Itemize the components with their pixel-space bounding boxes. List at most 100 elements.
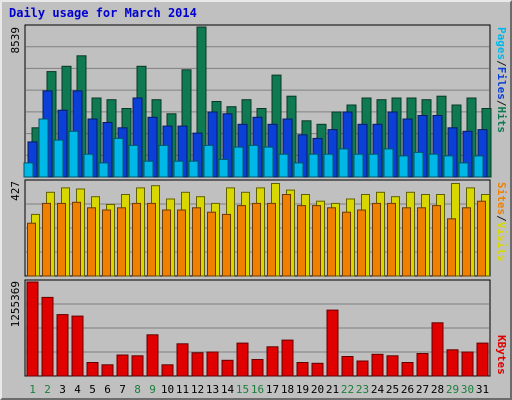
bar-kbytes-day-27 (416, 353, 429, 377)
x-tick-label-day-21: 21 (326, 383, 339, 396)
bar-kbytes-day-17 (266, 346, 279, 377)
bar-kbytes-day-2 (41, 296, 54, 377)
legend-part-0: KBytes (495, 335, 508, 375)
x-tick-label-day-15: 15 (236, 383, 249, 396)
bar-kbytes-day-6 (101, 364, 114, 377)
bar-sites-day-4 (72, 201, 81, 277)
x-tick-label-day-19: 19 (296, 383, 309, 396)
bar-pages-day-6 (98, 162, 109, 178)
bar-sites-day-8 (132, 202, 141, 277)
bar-pages-day-21 (323, 153, 334, 178)
bar-kbytes-day-24 (371, 353, 384, 377)
bar-kbytes-day-21 (326, 309, 339, 377)
x-tick-label-day-10: 10 (161, 383, 174, 396)
x-tick-label-day-30: 30 (461, 383, 474, 396)
bar-sites-day-29 (447, 218, 456, 277)
bar-kbytes-day-18 (281, 339, 294, 377)
bar-kbytes-day-13 (206, 351, 219, 377)
x-tick-label-day-8: 8 (134, 383, 141, 396)
bar-sites-day-22 (342, 211, 351, 277)
bar-sites-day-11 (177, 209, 186, 277)
bar-kbytes-day-28 (431, 322, 444, 377)
bar-sites-day-12 (192, 207, 201, 277)
bar-pages-day-4 (68, 130, 79, 178)
legend-part-1: / (495, 60, 508, 67)
bar-pages-day-16 (248, 144, 259, 178)
bar-sites-day-21 (327, 207, 336, 277)
legend-part-2: Visits (495, 222, 508, 262)
bar-pages-day-15 (233, 146, 244, 178)
visits-ymax-label: 427 (9, 181, 22, 201)
x-tick-label-day-9: 9 (149, 383, 156, 396)
bar-pages-day-7 (113, 137, 124, 178)
bar-kbytes-day-29 (446, 349, 459, 377)
bar-sites-day-3 (57, 202, 66, 277)
kbytes-ymax-label: 1255369 (9, 281, 22, 327)
bar-pages-day-20 (308, 153, 319, 178)
bar-sites-day-9 (147, 202, 156, 277)
bar-sites-day-30 (462, 207, 471, 277)
bar-pages-day-30 (458, 162, 469, 178)
bar-kbytes-day-23 (356, 360, 369, 377)
x-tick-label-day-20: 20 (311, 383, 324, 396)
bar-kbytes-day-31 (476, 342, 489, 377)
legend-part-1: / (495, 215, 508, 222)
bar-sites-day-15 (237, 205, 246, 277)
bar-pages-day-24 (368, 153, 379, 178)
x-tick-label-day-12: 12 (191, 383, 204, 396)
bar-pages-day-26 (398, 155, 409, 178)
x-tick-label-day-16: 16 (251, 383, 264, 396)
x-tick-label-day-28: 28 (431, 383, 444, 396)
x-tick-label-day-25: 25 (386, 383, 399, 396)
bar-sites-day-31 (477, 200, 486, 277)
bar-kbytes-day-20 (311, 362, 324, 377)
x-tick-label-day-7: 7 (119, 383, 126, 396)
bar-pages-day-5 (83, 153, 94, 178)
chart-title: Daily usage for March 2014 (9, 6, 197, 20)
legend-part-0: Pages (495, 27, 508, 60)
x-tick-label-day-5: 5 (89, 383, 96, 396)
bar-kbytes-day-8 (131, 355, 144, 377)
bar-pages-day-14 (218, 158, 229, 178)
bar-sites-day-18 (282, 194, 291, 277)
bar-pages-day-12 (188, 160, 199, 178)
bar-pages-day-18 (278, 153, 289, 178)
bar-pages-day-27 (413, 151, 424, 178)
x-tick-label-day-17: 17 (266, 383, 279, 396)
bar-kbytes-day-25 (386, 355, 399, 377)
x-tick-label-day-22: 22 (341, 383, 354, 396)
legend-part-0: Sites (495, 182, 508, 215)
bar-kbytes-day-14 (221, 359, 234, 377)
bar-kbytes-day-3 (56, 314, 69, 377)
bar-sites-day-20 (312, 205, 321, 277)
bar-kbytes-day-19 (296, 362, 309, 377)
bar-sites-day-27 (417, 207, 426, 277)
bar-sites-day-5 (87, 207, 96, 277)
bar-sites-day-6 (102, 209, 111, 277)
bar-sites-day-28 (432, 205, 441, 277)
bar-sites-day-24 (372, 202, 381, 277)
bar-pages-day-31 (473, 155, 484, 178)
bar-sites-day-23 (357, 209, 366, 277)
bar-kbytes-day-5 (86, 362, 99, 377)
visits-panel-legend: Sites/Visits (495, 182, 508, 262)
bar-pages-day-28 (428, 153, 439, 178)
x-axis-labels: 1 2 3 4 5 6 7 8 9 10 11 12 13 14 15 16 17 18 19 20 21 22 23 24 2… (29, 383, 489, 396)
legend-part-3: / (495, 100, 508, 107)
bar-sites-day-2 (42, 202, 51, 277)
bar-sites-day-16 (252, 202, 261, 277)
x-tick-label-day-2: 2 (44, 383, 51, 396)
hits-ymax-label: 8539 (9, 27, 22, 54)
bar-sites-day-14 (222, 213, 231, 277)
bar-pages-day-22 (338, 148, 349, 178)
bar-kbytes-day-7 (116, 354, 129, 377)
x-tick-label-day-24: 24 (371, 383, 385, 396)
bar-sites-day-17 (267, 202, 276, 277)
bar-kbytes-day-30 (461, 351, 474, 377)
bar-sites-day-7 (117, 207, 126, 277)
bar-pages-day-10 (158, 144, 169, 178)
bar-pages-day-2 (38, 118, 49, 178)
bar-pages-day-23 (353, 153, 364, 178)
bar-sites-day-10 (162, 209, 171, 277)
